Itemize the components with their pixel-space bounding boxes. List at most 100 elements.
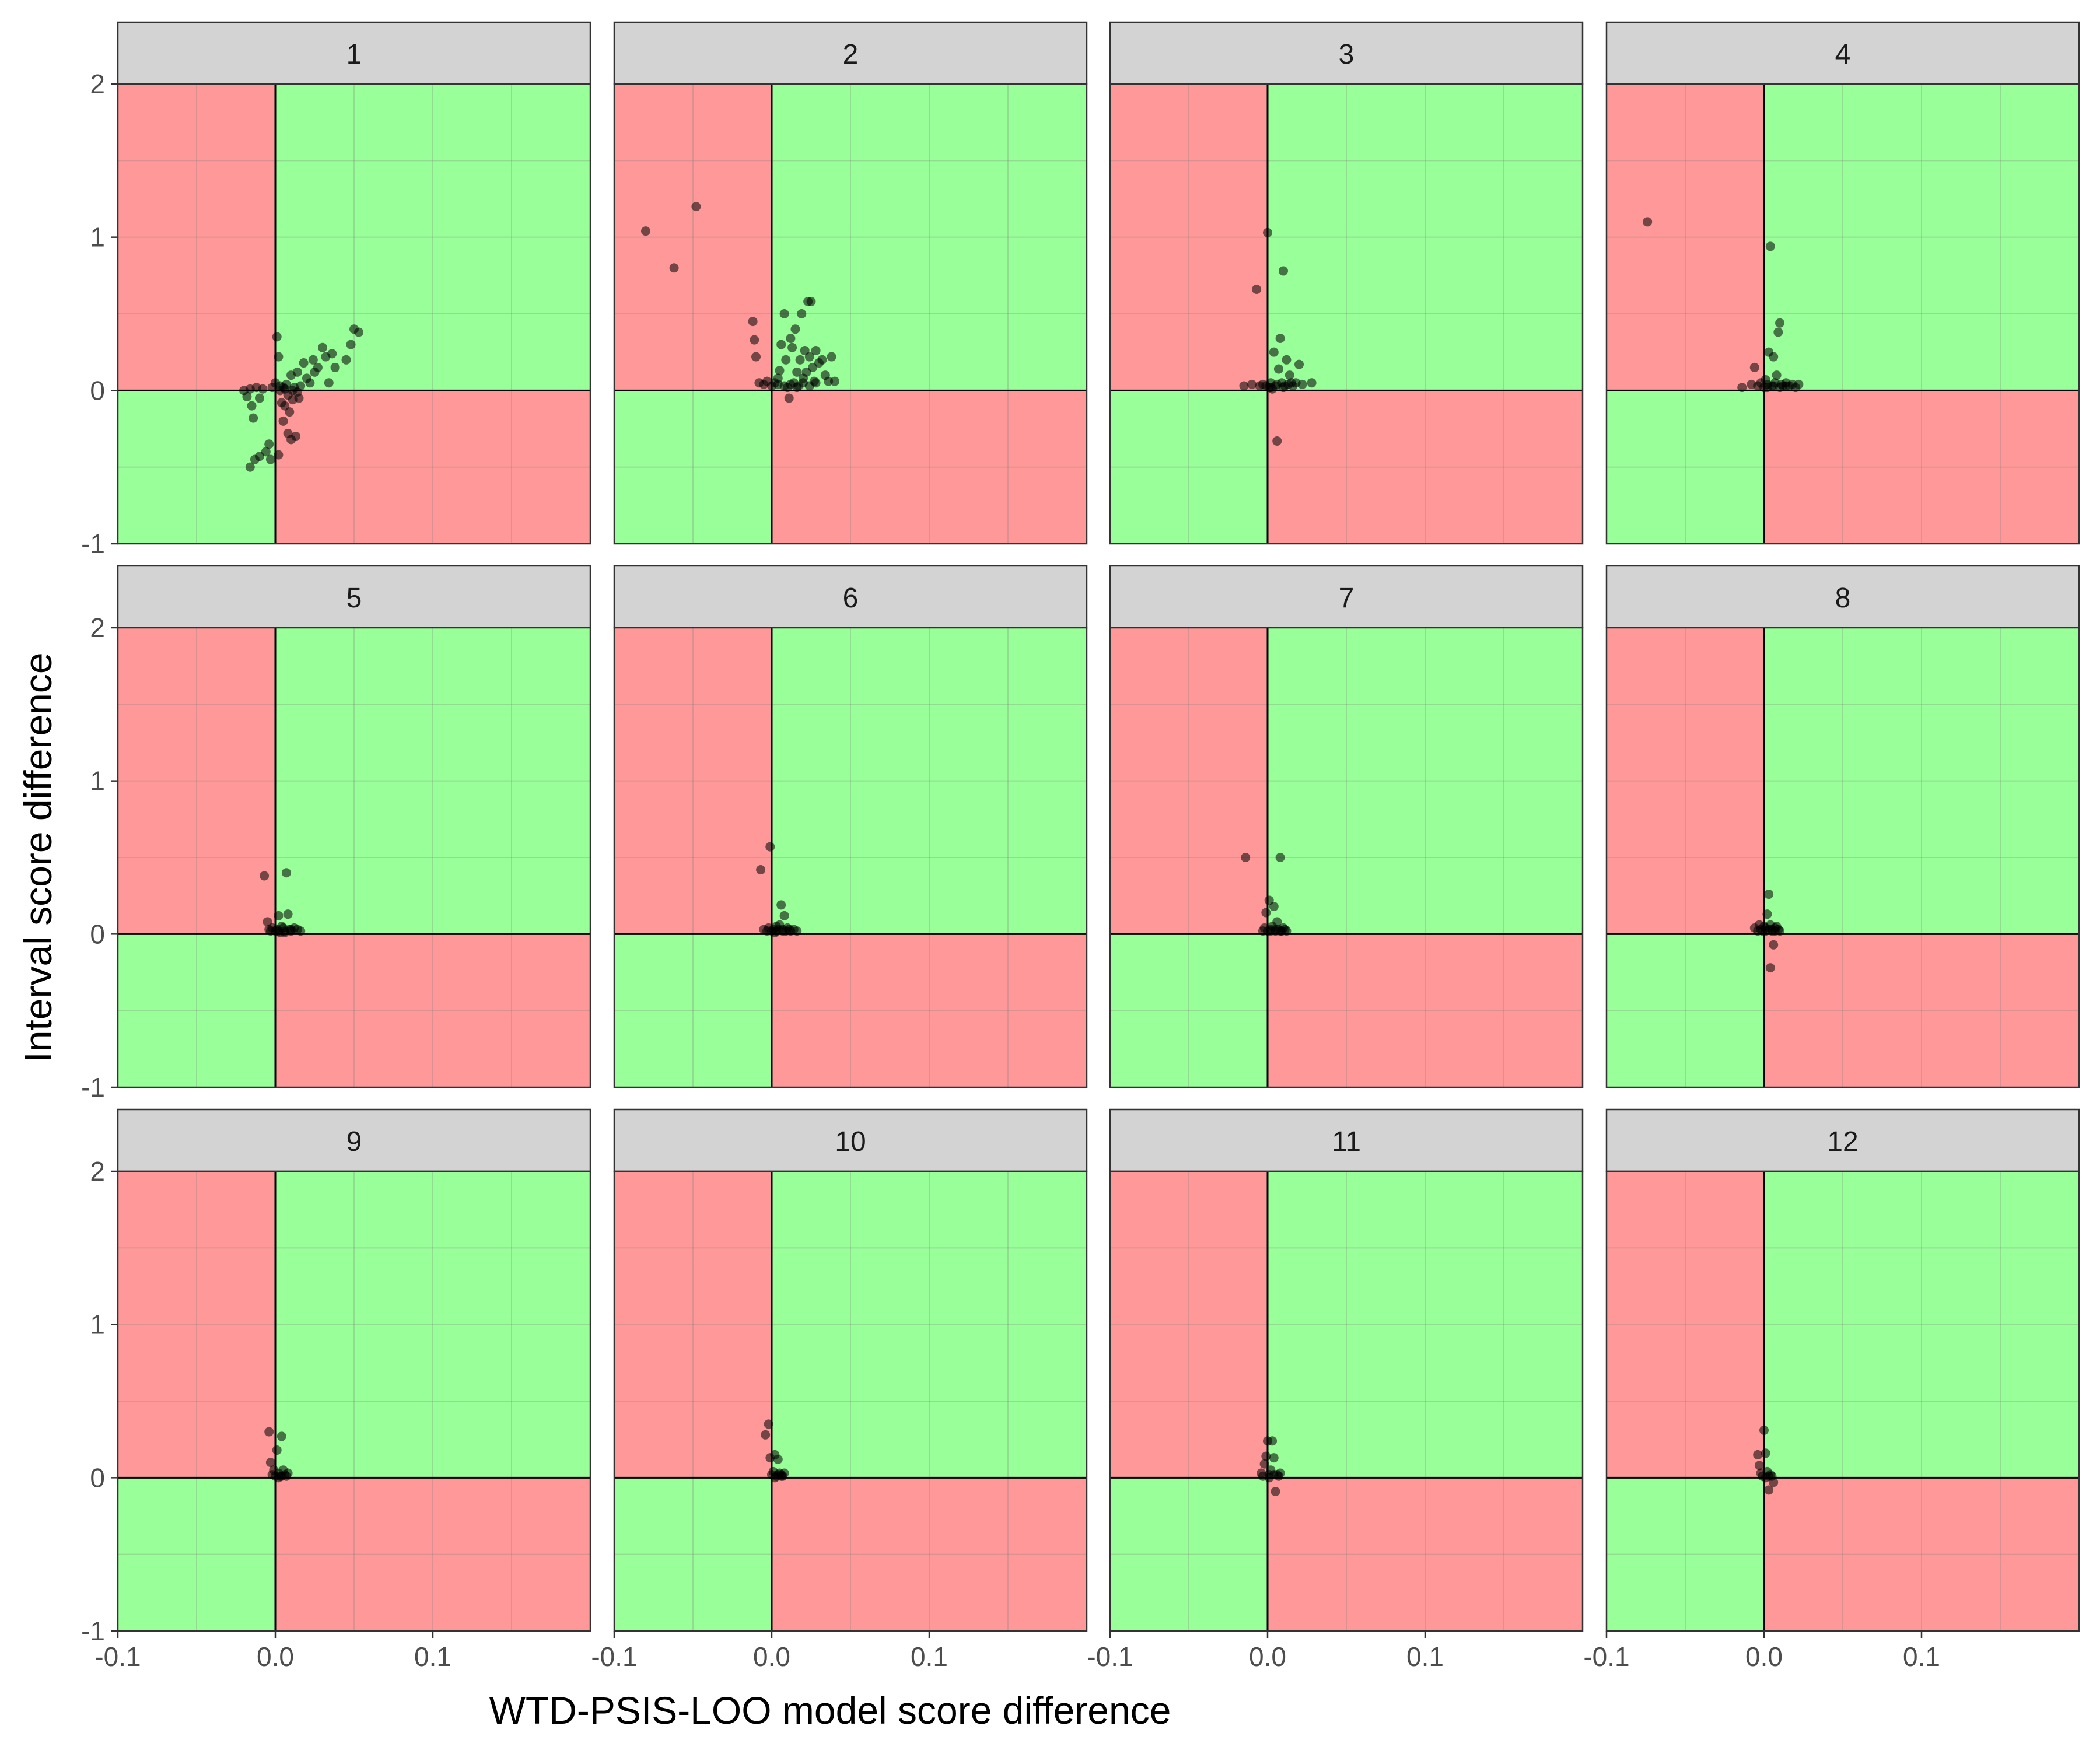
data-point <box>1252 284 1262 294</box>
y-axis-title: Interval score difference <box>16 652 60 1062</box>
data-point <box>1307 378 1317 388</box>
facet-strip <box>1605 1108 2080 1172</box>
quadrant-top-right <box>275 628 590 935</box>
data-point <box>327 349 337 359</box>
data-point <box>761 1430 771 1440</box>
data-point <box>1270 1486 1280 1496</box>
x-tick-label: 0.1 <box>1903 1642 1940 1672</box>
facet-strip <box>117 1108 592 1172</box>
quadrant-top-left <box>118 84 275 391</box>
panel-border <box>1109 626 1584 1088</box>
facet-label: 7 <box>1339 583 1354 614</box>
x-axis-title: WTD-PSIS-LOO model score difference <box>489 1689 1171 1732</box>
facet-panel-1: 1 -1 0 1 2 <box>81 21 592 559</box>
x-tick-label: 0.0 <box>257 1642 294 1672</box>
facet-panel-4: 4 <box>1605 21 2080 545</box>
data-point <box>1273 364 1283 374</box>
x-tick-label: -0.1 <box>591 1642 637 1672</box>
x-tick-label: 0.0 <box>1249 1642 1286 1672</box>
data-point <box>1272 436 1282 446</box>
facet-label: 10 <box>835 1126 866 1157</box>
data-point <box>330 362 340 372</box>
data-point <box>1737 383 1747 393</box>
quadrant-bottom-right <box>1268 390 1583 544</box>
data-point <box>1760 1448 1770 1458</box>
data-point <box>786 334 796 344</box>
facet-panel-11: 11 -0.1 0.0 0.1 <box>1087 1108 1584 1672</box>
quadrant-top-right <box>1268 84 1583 391</box>
data-point <box>1263 228 1272 237</box>
facet-label: 5 <box>346 583 362 614</box>
data-point <box>1770 923 1780 933</box>
facet-panel-2: 2 <box>613 21 1088 545</box>
y-tick-label: 2 <box>90 69 105 99</box>
quadrant-top-left <box>614 1171 772 1478</box>
data-point <box>779 911 789 921</box>
data-point <box>272 1446 282 1455</box>
data-point <box>281 868 291 878</box>
data-point <box>247 401 257 411</box>
data-point <box>1754 1461 1764 1471</box>
data-point <box>792 367 802 377</box>
data-point <box>296 926 306 936</box>
data-point <box>264 1427 274 1437</box>
panel-border <box>1109 1170 1584 1632</box>
quadrant-bottom-right <box>1764 1478 2079 1631</box>
x-tick-label: 0.1 <box>911 1642 948 1672</box>
data-point <box>1269 1470 1279 1480</box>
data-point <box>1261 908 1271 918</box>
facet-strip <box>1109 1108 1584 1172</box>
panel-border <box>117 626 592 1088</box>
data-point <box>278 416 288 426</box>
data-point <box>748 317 758 327</box>
data-point <box>1764 1485 1774 1495</box>
panel-border <box>1605 83 2080 545</box>
y-tick-label: 2 <box>90 612 105 643</box>
data-point <box>811 378 821 388</box>
data-point <box>827 352 836 362</box>
quadrant-top-right <box>772 1171 1087 1478</box>
quadrant-bottom-left <box>614 1478 772 1631</box>
panel-border <box>613 83 1088 545</box>
data-point <box>669 263 679 273</box>
data-point <box>255 452 264 461</box>
data-point <box>286 435 296 444</box>
facet-strip <box>1605 21 2080 85</box>
data-point <box>776 1471 786 1481</box>
data-point <box>286 925 296 935</box>
quadrant-top-right <box>275 84 590 391</box>
data-point <box>255 393 264 403</box>
quadrant-top-left <box>1110 628 1268 935</box>
x-tick-label: 0.0 <box>1745 1642 1783 1672</box>
data-point <box>1794 379 1804 389</box>
facet-panel-12: 12 -0.1 0.0 0.1 <box>1583 1108 2080 1672</box>
data-point <box>797 309 807 318</box>
x-tick-label: 0.1 <box>414 1642 452 1672</box>
quadrant-bottom-left <box>1110 390 1268 544</box>
data-point <box>299 358 309 368</box>
data-point <box>313 362 323 372</box>
data-point <box>1261 1451 1271 1461</box>
facet-label: 12 <box>1827 1126 1858 1157</box>
facet-panel-6: 6 <box>613 565 1088 1088</box>
quadrant-top-left <box>614 84 772 391</box>
data-point <box>779 309 789 318</box>
data-point <box>324 378 334 388</box>
quadrant-bottom-left <box>118 934 275 1087</box>
y-tick-label: 2 <box>90 1156 105 1186</box>
facet-label: 11 <box>1332 1126 1361 1157</box>
data-point <box>1765 963 1775 973</box>
data-point <box>1753 1450 1763 1460</box>
facet-panel-8: 8 <box>1605 565 2080 1088</box>
data-point <box>1772 370 1782 380</box>
quadrant-top-left <box>614 628 772 935</box>
data-point <box>1294 359 1304 369</box>
quadrant-bottom-left <box>1606 934 1764 1087</box>
data-point <box>776 900 786 910</box>
quadrant-top-right <box>772 628 1087 935</box>
facet-panel-10: 10 -0.1 0.0 0.1 <box>591 1108 1088 1672</box>
quadrant-bottom-left <box>1110 934 1268 1087</box>
data-point <box>308 355 318 365</box>
